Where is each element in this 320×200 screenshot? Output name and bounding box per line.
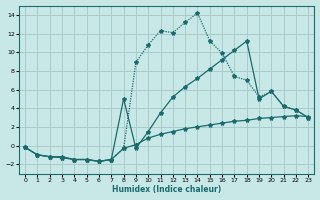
X-axis label: Humidex (Indice chaleur): Humidex (Indice chaleur) bbox=[112, 185, 221, 194]
